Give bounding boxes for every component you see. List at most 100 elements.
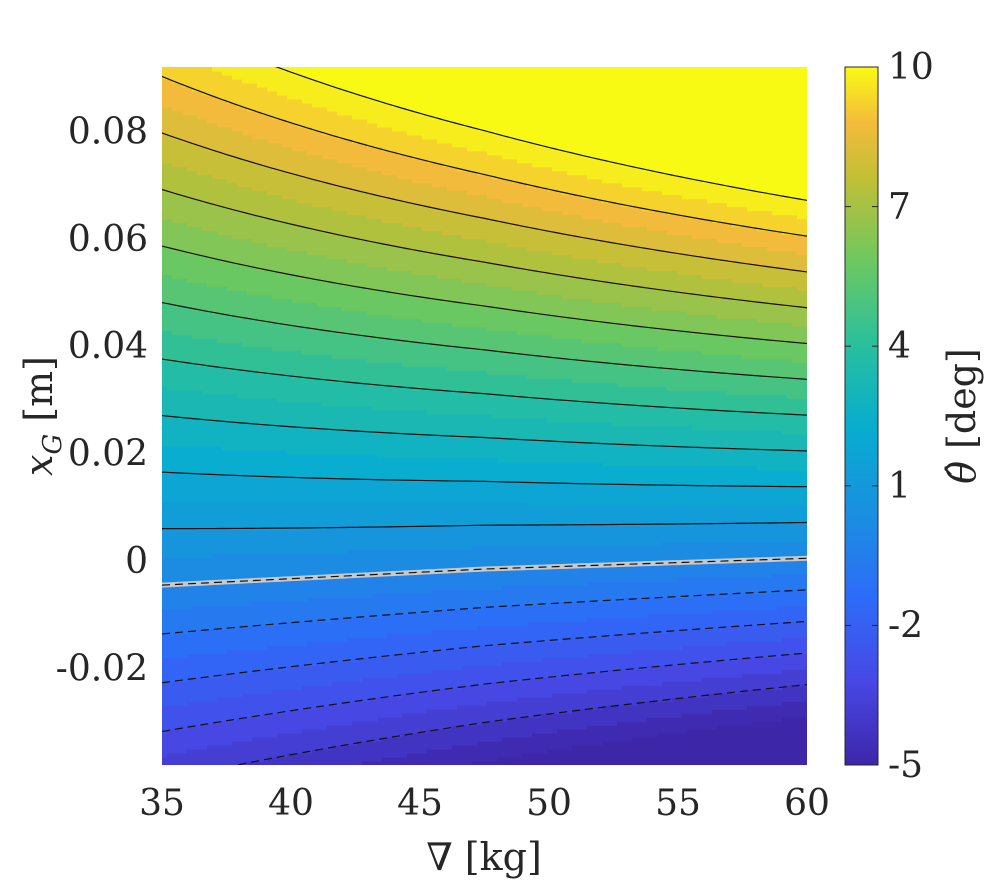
contour-band [447, 210, 453, 236]
contour-band [492, 330, 498, 351]
contour-band [212, 553, 218, 583]
contour-line-solid [162, 521, 807, 530]
contour-band [727, 110, 733, 132]
contour-band [502, 202, 508, 224]
contour-band [772, 429, 778, 451]
contour-band [282, 425, 288, 451]
contour-band [262, 67, 268, 88]
contour-band [202, 94, 208, 120]
contour-band [282, 246, 288, 276]
contour-band [522, 641, 528, 662]
contour-band [557, 338, 563, 359]
contour-band [592, 637, 598, 654]
contour-band [442, 709, 448, 730]
contour-band [727, 541, 733, 563]
contour-band [262, 501, 268, 531]
contour-band [757, 138, 763, 156]
contour-band [337, 138, 343, 164]
contour-band [507, 525, 513, 547]
contour-band [477, 326, 483, 351]
contour-band [377, 194, 383, 220]
contour-band [637, 386, 643, 407]
contour-band [712, 390, 718, 411]
contour-band [282, 70, 288, 96]
contour-band [217, 394, 223, 423]
contour-band [602, 565, 608, 583]
contour-band [312, 665, 318, 686]
contour-band [242, 290, 248, 319]
contour-band [377, 477, 383, 503]
contour-band [207, 501, 213, 531]
contour-band [642, 525, 648, 547]
contour-band [637, 465, 643, 487]
contour-band [222, 745, 228, 765]
contour-band [227, 67, 233, 76]
contour-band [177, 585, 183, 611]
contour-band [732, 354, 738, 375]
contour-band [337, 86, 343, 116]
contour-band [567, 421, 573, 443]
contour-band [527, 525, 533, 547]
contour-band [687, 749, 693, 765]
contour-band [297, 477, 303, 503]
contour-band [402, 673, 408, 694]
contour-band [762, 625, 768, 642]
contour-band [417, 274, 423, 299]
contour-band [192, 310, 198, 339]
contour-band [617, 601, 623, 619]
contour-band [697, 613, 703, 630]
contour-band [477, 761, 483, 765]
contour-band [482, 645, 488, 666]
contour-band [422, 182, 428, 208]
contour-band [712, 609, 718, 630]
contour-band [712, 577, 718, 595]
contour-band [292, 425, 298, 455]
contour-band [552, 378, 558, 399]
contour-band [457, 525, 463, 551]
contour-band [652, 525, 658, 547]
contour-band [497, 757, 503, 765]
contour-band [362, 166, 368, 192]
contour-band [397, 362, 403, 387]
contour-band [292, 122, 298, 152]
contour-band [227, 605, 233, 630]
contour-band [632, 206, 638, 228]
contour-band [557, 421, 563, 443]
contour-band [612, 741, 618, 758]
contour-band [727, 693, 733, 710]
contour-band [627, 346, 633, 367]
contour-band [587, 362, 593, 383]
contour-band [247, 649, 253, 674]
contour-band [467, 437, 473, 459]
contour-band [407, 481, 413, 503]
contour-band [387, 549, 393, 575]
contour-band [357, 573, 363, 599]
contour-band [742, 449, 748, 467]
contour-band [397, 653, 403, 674]
contour-band [422, 158, 428, 184]
contour-band [317, 306, 323, 331]
contour-line-solid [162, 471, 807, 488]
contour-band [682, 234, 688, 256]
contour-band [587, 258, 593, 279]
contour-band [247, 370, 253, 399]
contour-band [312, 67, 318, 80]
contour-band [777, 306, 783, 323]
contour-band [667, 525, 673, 543]
contour-band [582, 198, 588, 220]
contour-band [767, 469, 773, 487]
contour-band [407, 386, 413, 411]
contour-band [232, 130, 238, 160]
contour-band [307, 102, 313, 128]
contour-band [562, 461, 568, 483]
contour-band [737, 505, 743, 523]
contour-band [537, 378, 543, 399]
contour-band [497, 306, 503, 331]
contour-band [587, 198, 593, 220]
contour-band [587, 601, 593, 619]
contour-band [347, 114, 353, 140]
contour-band [332, 641, 338, 662]
contour-band [772, 174, 778, 196]
contour-band [617, 67, 623, 84]
contour-band [302, 553, 308, 579]
